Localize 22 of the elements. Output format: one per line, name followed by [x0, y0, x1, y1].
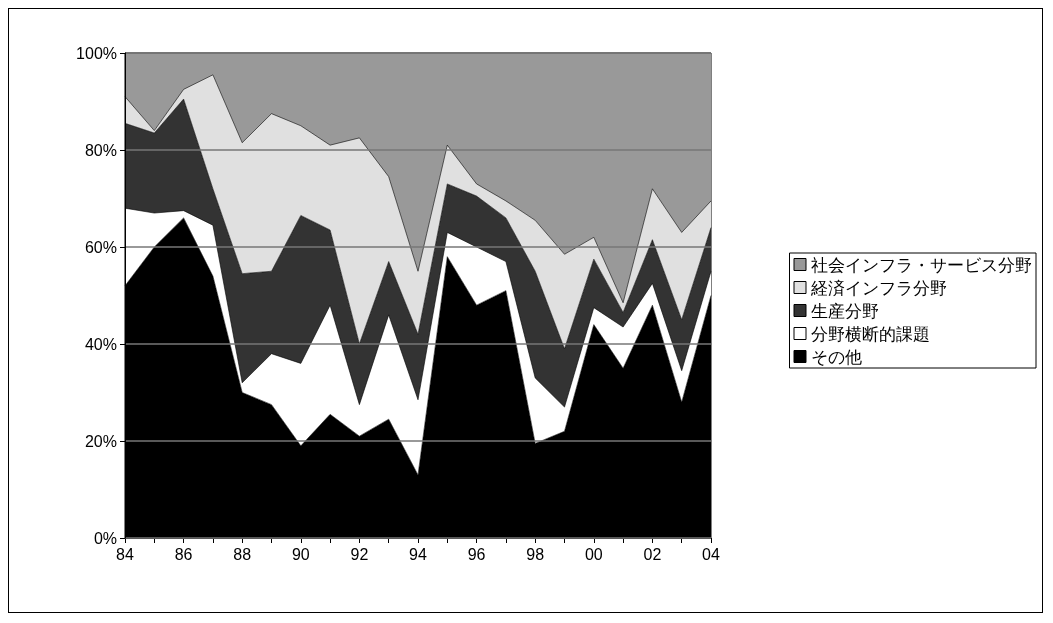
- x-tick-label: 86: [174, 545, 193, 563]
- legend-label: 経済インフラ分野: [810, 277, 947, 298]
- y-tick-label: 80%: [84, 141, 117, 159]
- x-tick-label: 84: [116, 545, 134, 563]
- x-tick-label: 04: [702, 545, 720, 563]
- x-tick-label: 96: [467, 545, 486, 563]
- y-tick-label: 20%: [84, 432, 117, 450]
- x-tick-label: 98: [526, 545, 545, 563]
- x-tick-label: 92: [350, 545, 369, 563]
- legend-label: 社会インフラ・サービス分野: [811, 254, 1032, 275]
- x-tick-label: 00: [584, 545, 603, 563]
- x-tick-label: 94: [409, 545, 427, 563]
- legend-label: その他: [811, 346, 862, 367]
- x-tick-label: 90: [291, 545, 310, 563]
- x-tick-label: 02: [643, 545, 662, 563]
- y-tick-label: 60%: [84, 238, 117, 256]
- y-tick-label: 40%: [84, 335, 117, 353]
- legend-label: 生産分野: [811, 300, 879, 321]
- x-tick-label: 88: [233, 545, 252, 563]
- legend-label: 分野横断的課題: [811, 323, 930, 344]
- y-tick-label: 0%: [93, 529, 117, 547]
- y-tick-label: 100%: [76, 44, 117, 62]
